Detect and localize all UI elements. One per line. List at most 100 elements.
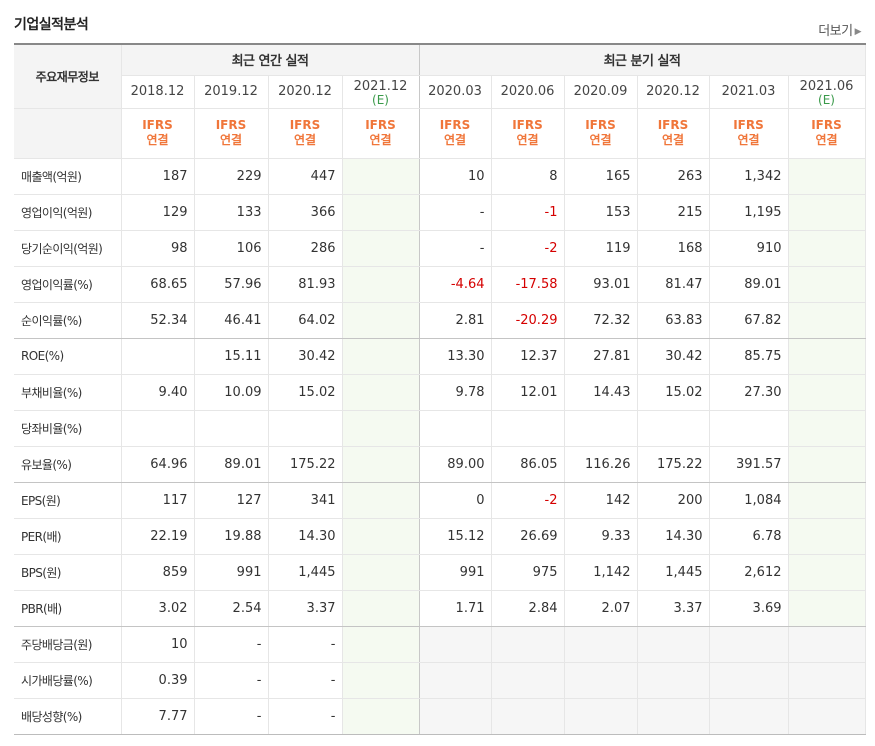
row-label: PBR(배) <box>14 590 122 627</box>
period-header: 2021.12 (E) <box>342 75 420 109</box>
table-row: 시가배당률(%) 0.39- - <box>14 662 866 699</box>
table-cell <box>342 374 420 411</box>
table-cell: 8 <box>491 158 565 195</box>
table-cell: 89.00 <box>419 446 492 483</box>
ifrs-bottom: 연결 <box>443 133 467 147</box>
table-cell <box>564 662 638 699</box>
table-cell: 68.65 <box>121 266 195 303</box>
table-row: 배당성향(%) 7.77- - <box>14 698 866 735</box>
table-cell <box>342 266 420 303</box>
table-cell <box>788 374 866 411</box>
ifrs-basis-label: IFRS 연결 <box>788 108 866 159</box>
table-cell <box>709 662 789 699</box>
row-label: 부채비율(%) <box>14 374 122 411</box>
table-cell: 127 <box>194 482 269 519</box>
row-label: 영업이익(억원) <box>14 194 122 231</box>
table-cell <box>121 410 195 447</box>
period-header: 2020.03 <box>419 75 492 109</box>
table-cell: 13.30 <box>419 338 492 375</box>
table-cell <box>342 230 420 267</box>
table-cell: - <box>194 626 269 663</box>
table-cell <box>419 698 492 735</box>
ifrs-bottom: 연결 <box>516 133 539 147</box>
table-cell: 286 <box>268 230 343 267</box>
ifrs-basis-label: IFRS 연결 <box>637 108 710 159</box>
chevron-right-icon: ▶ <box>854 27 862 37</box>
table-cell <box>419 626 492 663</box>
table-cell <box>788 230 866 267</box>
row-label: 매출액(억원) <box>14 158 122 195</box>
table-cell: 85.75 <box>709 338 789 375</box>
period-label: 2020.03 <box>428 84 482 99</box>
table-cell <box>268 410 343 447</box>
table-cell: 15.02 <box>637 374 710 411</box>
more-link[interactable]: 더보기 ▶ <box>818 20 861 39</box>
table-cell: - <box>268 662 343 699</box>
table-cell <box>788 626 866 663</box>
ifrs-header-row: IFRS 연결 IFRS 연결 IFRS 연결 IFRS 연결 IFRS 연결 IFRS 연결 IFRS… <box>14 108 866 159</box>
table-cell <box>342 698 420 735</box>
ifrs-top: IFRS <box>142 118 173 132</box>
table-cell: 6.78 <box>709 518 789 555</box>
table-cell <box>788 194 866 231</box>
table-cell: 10 <box>121 626 195 663</box>
ifrs-bottom: 연결 <box>219 133 243 147</box>
table-cell: 30.42 <box>268 338 343 375</box>
table-cell <box>342 302 420 339</box>
table-cell: 175.22 <box>637 446 710 483</box>
ifrs-top: IFRS <box>512 118 543 132</box>
table-cell <box>788 518 866 555</box>
table-cell: 86.05 <box>491 446 565 483</box>
table-cell: -4.64 <box>419 266 492 303</box>
table-cell: 98 <box>121 230 195 267</box>
row-header-spacer <box>14 108 122 159</box>
table-cell <box>491 626 565 663</box>
table-cell: 89.01 <box>194 446 269 483</box>
table-cell <box>121 338 195 375</box>
table-cell: -20.29 <box>491 302 565 339</box>
table-cell <box>564 410 638 447</box>
table-cell: 341 <box>268 482 343 519</box>
table-cell <box>194 410 269 447</box>
ifrs-basis-label: IFRS 연결 <box>419 108 492 159</box>
table-row: 부채비율(%) 9.40 10.09 15.02 9.78 12.01 14.43 15.02… <box>14 374 866 411</box>
table-cell <box>788 662 866 699</box>
table-cell <box>342 410 420 447</box>
table-row: PER(배) 22.19 19.88 14.30 15.12 26.69 9.33 14.30… <box>14 518 866 555</box>
table-cell <box>637 410 710 447</box>
table-cell: 14.30 <box>268 518 343 555</box>
ifrs-basis-label: IFRS 연결 <box>121 108 195 159</box>
table-cell <box>419 662 492 699</box>
table-cell: 859 <box>121 554 195 591</box>
table-row: 당좌비율(%) <box>14 410 866 447</box>
table-cell: 119 <box>564 230 638 267</box>
table-row: 매출액(억원) 187 229 447 10 8 165 263 1,342 <box>14 158 866 195</box>
table-cell: 229 <box>194 158 269 195</box>
table-cell: 72.32 <box>564 302 638 339</box>
ifrs-basis-label: IFRS 연결 <box>268 108 343 159</box>
table-cell: 1,195 <box>709 194 789 231</box>
ifrs-top: IFRS <box>439 118 471 132</box>
table-row: BPS(원) 859 991 1,445 991 975 1,142 1,445 2,612 <box>14 554 866 591</box>
table-cell: 975 <box>491 554 565 591</box>
table-cell <box>788 158 866 195</box>
ifrs-basis-label: IFRS 연결 <box>564 108 638 159</box>
table-cell: 447 <box>268 158 343 195</box>
table-cell <box>637 662 710 699</box>
table-row: 유보율(%) 64.96 89.01 175.22 89.00 86.05 116.26 17… <box>14 446 866 483</box>
table-cell: 27.81 <box>564 338 638 375</box>
row-label: 시가배당률(%) <box>14 662 122 699</box>
table-cell: 15.12 <box>419 518 492 555</box>
row-label: ROE(%) <box>14 338 122 375</box>
table-cell: 142 <box>564 482 638 519</box>
period-header: 2020.12 <box>268 75 343 109</box>
row-label: 영업이익률(%) <box>14 266 122 303</box>
table-row: 주당배당금(원) 10- - <box>14 626 866 663</box>
table-cell: 1,142 <box>564 554 638 591</box>
period-header-row: 2018.12 2019.12 2020.12 2021.12 (E) 2020.03 20… <box>14 75 866 109</box>
table-cell <box>342 518 420 555</box>
table-cell <box>564 626 638 663</box>
table-cell <box>788 410 866 447</box>
more-link-label: 더보기 <box>818 24 853 39</box>
row-label: BPS(원) <box>14 554 122 591</box>
